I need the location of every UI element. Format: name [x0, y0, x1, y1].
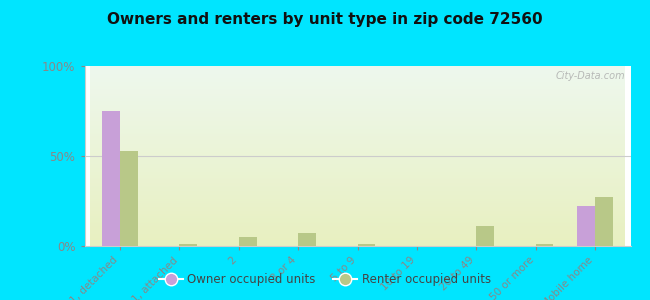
Bar	[120, 151, 138, 246]
Bar	[358, 244, 375, 246]
Bar	[239, 237, 257, 246]
Legend: Owner occupied units, Renter occupied units: Owner occupied units, Renter occupied un…	[154, 269, 496, 291]
Bar	[577, 206, 595, 246]
Bar	[595, 197, 613, 246]
Bar	[476, 226, 494, 246]
Bar	[298, 233, 316, 246]
Bar	[179, 244, 197, 246]
Text: Owners and renters by unit type in zip code 72560: Owners and renters by unit type in zip c…	[107, 12, 543, 27]
Bar	[536, 244, 553, 246]
Bar	[102, 111, 120, 246]
Text: City-Data.com: City-Data.com	[555, 71, 625, 81]
